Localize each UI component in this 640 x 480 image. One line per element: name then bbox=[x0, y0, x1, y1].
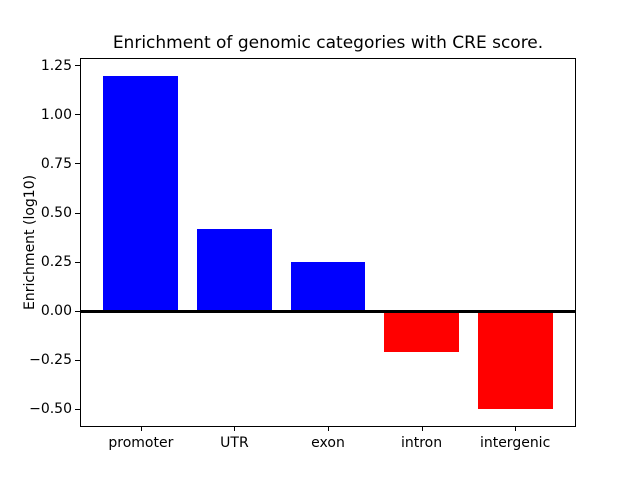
bar-exon bbox=[290, 262, 366, 312]
y-tick-label: −0.50 bbox=[29, 401, 72, 418]
y-tick-mark bbox=[75, 310, 80, 312]
y-tick-mark bbox=[75, 65, 80, 67]
y-tick-label: 0.25 bbox=[40, 254, 72, 271]
y-tick-mark bbox=[75, 163, 80, 165]
y-tick-label: 1.25 bbox=[40, 57, 72, 74]
bar-promoter bbox=[103, 75, 179, 312]
bar-intergenic bbox=[477, 311, 553, 410]
x-tick-mark bbox=[328, 426, 329, 431]
zero-line bbox=[81, 309, 575, 313]
x-tick-label-exon: exon bbox=[311, 435, 345, 451]
x-tick-label-UTR: UTR bbox=[220, 435, 249, 451]
plot-area: promoter UTR exon intron intergenic −0.50 −0.2… bbox=[29, 58, 576, 451]
x-tick-mark bbox=[140, 426, 142, 431]
y-tick-label: −0.25 bbox=[29, 352, 72, 369]
y-axis-label: Enrichment (log10) bbox=[22, 174, 38, 311]
y-tick-label: 0.00 bbox=[40, 303, 72, 320]
x-tick-mark bbox=[421, 426, 423, 431]
bar-intron bbox=[384, 311, 459, 353]
y-tick-mark bbox=[75, 114, 80, 116]
x-tick-label-promoter: promoter bbox=[108, 435, 174, 451]
y-tick-label: 0.50 bbox=[40, 205, 72, 222]
y-tick-mark bbox=[75, 359, 80, 361]
y-tick-mark bbox=[75, 212, 80, 214]
bar-UTR bbox=[197, 228, 272, 312]
x-tick-mark bbox=[515, 426, 517, 431]
y-tick-mark bbox=[75, 261, 80, 263]
x-tick-label-intergenic: intergenic bbox=[479, 435, 551, 451]
y-tick-label: 0.75 bbox=[40, 155, 72, 172]
chart-title: Enrichment of genomic categories with CR… bbox=[112, 33, 544, 53]
y-tick-mark bbox=[75, 408, 80, 410]
x-tick-label-intron: intron bbox=[400, 435, 443, 451]
x-tick-mark bbox=[234, 426, 236, 431]
y-tick-label: 1.00 bbox=[40, 106, 72, 123]
